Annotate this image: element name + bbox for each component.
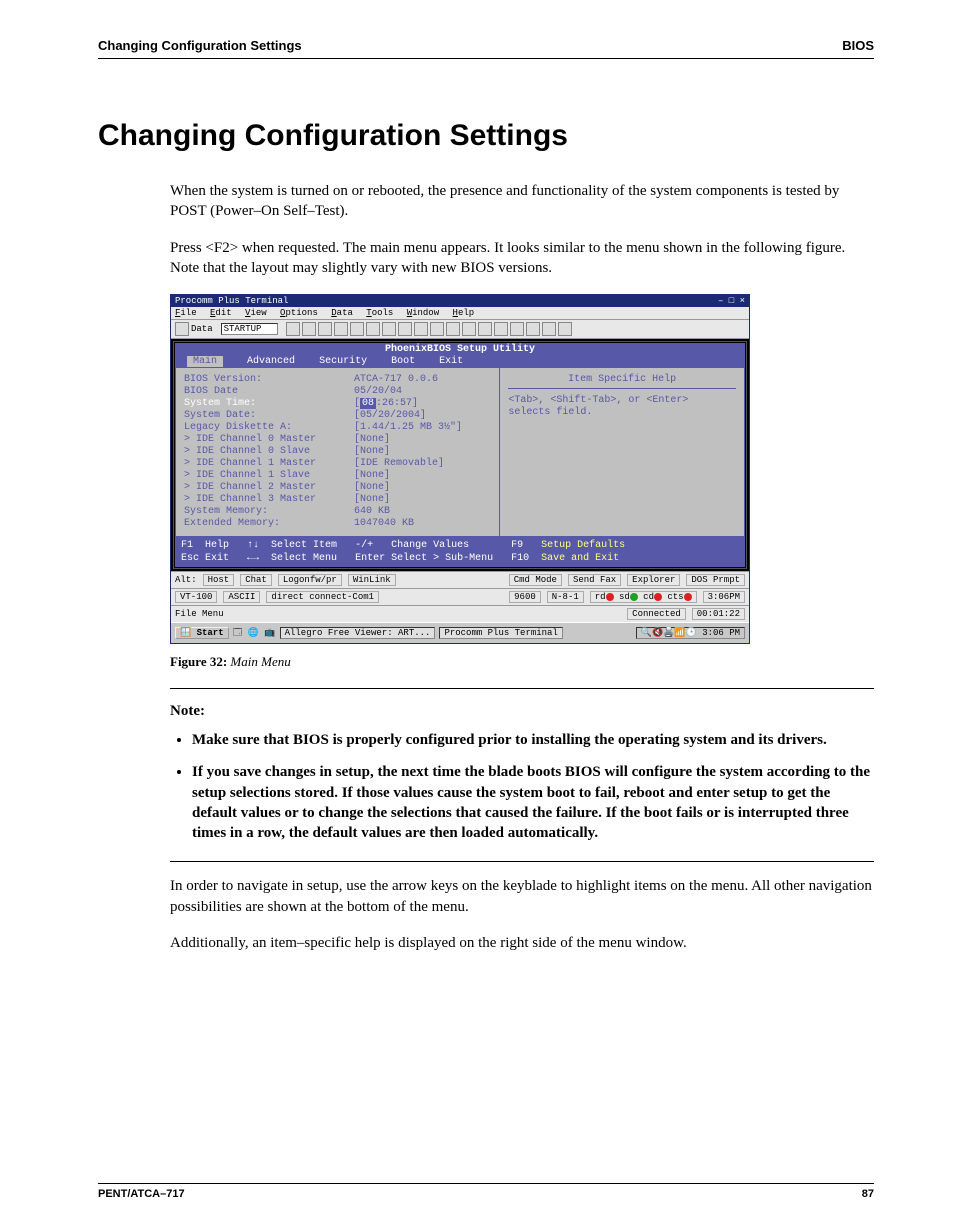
tray[interactable]: 🔍🔇🖨️📶🕒 3:06 PM bbox=[636, 627, 745, 639]
taskbar[interactable]: 🪟 Start 🗔 🌐 📺 Allegro Free Viewer: ART..… bbox=[171, 622, 749, 643]
window-titlebar: Procomm Plus Terminal – □ × bbox=[171, 295, 749, 307]
tb-btn[interactable] bbox=[526, 322, 540, 336]
menu-view[interactable]: View bbox=[245, 308, 267, 318]
tb-btn[interactable] bbox=[510, 322, 524, 336]
toolbar-label: Data bbox=[191, 324, 213, 334]
toolbar: Data STARTUP bbox=[171, 320, 749, 339]
para-3: In order to navigate in setup, use the a… bbox=[170, 876, 874, 917]
menu-help[interactable]: Help bbox=[453, 308, 475, 318]
note-block: Note: Make sure that BIOS is properly co… bbox=[170, 703, 874, 843]
quick-icons[interactable]: 🗔 🌐 📺 bbox=[233, 625, 276, 641]
note-rule-bottom bbox=[170, 861, 874, 862]
header-right: BIOS bbox=[842, 38, 874, 53]
host-btn[interactable]: Host bbox=[203, 574, 235, 586]
para-4: Additionally, an item–specific help is d… bbox=[170, 933, 874, 953]
note-item-1: Make sure that BIOS is properly configur… bbox=[192, 730, 874, 750]
figure-32: Procomm Plus Terminal – □ × File Edit Vi… bbox=[170, 294, 874, 670]
conn[interactable]: direct connect-Com1 bbox=[266, 591, 379, 603]
bios-footer: F1 Help ↑↓ Select Item -/+ Change Values… bbox=[175, 537, 745, 567]
titlebar-text: Procomm Plus Terminal bbox=[175, 296, 288, 306]
note-rule-top bbox=[170, 688, 874, 689]
tb-btn[interactable] bbox=[302, 322, 316, 336]
header-left: Changing Configuration Settings bbox=[98, 38, 302, 53]
winlink-btn[interactable]: WinLink bbox=[348, 574, 396, 586]
tb-btn[interactable] bbox=[286, 322, 300, 336]
tb-btn[interactable] bbox=[318, 322, 332, 336]
tb-btn[interactable] bbox=[542, 322, 556, 336]
menu-tools[interactable]: Tools bbox=[366, 308, 393, 318]
toolbar-select[interactable]: STARTUP bbox=[221, 323, 279, 335]
tb-btn[interactable] bbox=[414, 322, 428, 336]
chat-btn[interactable]: Chat bbox=[240, 574, 272, 586]
status-row-1: Alt: Host Chat Logonfw/pr WinLink Cmd Mo… bbox=[171, 571, 749, 588]
tab-advanced[interactable]: Advanced bbox=[247, 356, 295, 367]
leds: rd sd cd cts bbox=[590, 591, 697, 603]
status-row-3: File Menu Connected 00:01:22 bbox=[171, 605, 749, 622]
tb-btn[interactable] bbox=[350, 322, 364, 336]
tb-btn[interactable] bbox=[478, 322, 492, 336]
tb-btn[interactable] bbox=[494, 322, 508, 336]
elapsed: 00:01:22 bbox=[692, 608, 745, 620]
start-button[interactable]: 🪟 Start bbox=[175, 627, 229, 639]
menu-file[interactable]: File bbox=[175, 308, 197, 318]
para-2: Press <F2> when requested. The main menu… bbox=[170, 238, 874, 279]
status-row-2: VT-100 ASCII direct connect-Com1 9600 N-… bbox=[171, 588, 749, 605]
help-title: Item Specific Help bbox=[508, 374, 736, 389]
menubar[interactable]: File Edit View Options Data Tools Window… bbox=[171, 307, 749, 320]
tb-btn[interactable] bbox=[446, 322, 460, 336]
para-1: When the system is turned on or rebooted… bbox=[170, 181, 874, 222]
explorer-btn[interactable]: Explorer bbox=[627, 574, 680, 586]
cmd-btn[interactable]: Cmd Mode bbox=[509, 574, 562, 586]
footer-line-2: Esc Exit ←→ Select Menu Enter Select > S… bbox=[181, 552, 739, 565]
time306: 3:06PM bbox=[703, 591, 745, 603]
terminal: PhoenixBIOS Setup Utility Main Advanced … bbox=[171, 339, 749, 571]
menu-edit[interactable]: Edit bbox=[210, 308, 232, 318]
toolbar-icon[interactable] bbox=[175, 322, 189, 336]
footer-left: PENT/ATCA–717 bbox=[98, 1188, 185, 1200]
help-body: <Tab>, <Shift-Tab>, or <Enter> selects f… bbox=[508, 395, 736, 419]
menu-options[interactable]: Options bbox=[280, 308, 318, 318]
sendfax-btn[interactable]: Send Fax bbox=[568, 574, 621, 586]
file-menu: File Menu bbox=[175, 609, 224, 619]
ascii[interactable]: ASCII bbox=[223, 591, 260, 603]
tb-btn[interactable] bbox=[366, 322, 380, 336]
tab-security[interactable]: Security bbox=[319, 356, 367, 367]
tb-btn[interactable] bbox=[462, 322, 476, 336]
tb-btn[interactable] bbox=[334, 322, 348, 336]
note-item-2: If you save changes in setup, the next t… bbox=[192, 762, 874, 843]
tab-main[interactable]: Main bbox=[187, 356, 223, 367]
tb-btn[interactable] bbox=[558, 322, 572, 336]
titlebar-controls[interactable]: – □ × bbox=[718, 296, 745, 306]
figure-caption: Figure 32: Main Menu bbox=[170, 654, 874, 670]
task-procomm[interactable]: Procomm Plus Terminal bbox=[439, 627, 562, 639]
menu-data[interactable]: Data bbox=[331, 308, 353, 318]
bios-tabs[interactable]: Main Advanced Security Boot Exit bbox=[175, 356, 745, 367]
bios-title: PhoenixBIOS Setup Utility bbox=[175, 343, 745, 356]
task-allegro[interactable]: Allegro Free Viewer: ART... bbox=[280, 627, 436, 639]
page-title: Changing Configuration Settings bbox=[98, 119, 874, 153]
tb-btn[interactable] bbox=[430, 322, 444, 336]
footer-rule bbox=[98, 1183, 874, 1184]
note-head: Note: bbox=[170, 703, 874, 720]
bios-help-panel: Item Specific Help <Tab>, <Shift-Tab>, o… bbox=[499, 368, 744, 536]
menu-window[interactable]: Window bbox=[407, 308, 439, 318]
connected: Connected bbox=[627, 608, 686, 620]
tab-exit[interactable]: Exit bbox=[439, 356, 463, 367]
dos-btn[interactable]: DOS Prmpt bbox=[686, 574, 745, 586]
tb-btn[interactable] bbox=[382, 322, 396, 336]
alt-label: Alt: bbox=[175, 575, 197, 585]
tb-btn[interactable] bbox=[398, 322, 412, 336]
tab-boot[interactable]: Boot bbox=[391, 356, 415, 367]
footer-line-1: F1 Help ↑↓ Select Item -/+ Change Values… bbox=[181, 539, 739, 552]
log-btn[interactable]: Logonfw/pr bbox=[278, 574, 342, 586]
bios-left-panel: BIOS Version:ATCA-717 0.0.6BIOS Date05/2… bbox=[176, 368, 499, 536]
vt100[interactable]: VT-100 bbox=[175, 591, 217, 603]
baud: 9600 bbox=[509, 591, 541, 603]
footer-right: 87 bbox=[862, 1188, 874, 1200]
nb: N-8-1 bbox=[547, 591, 584, 603]
